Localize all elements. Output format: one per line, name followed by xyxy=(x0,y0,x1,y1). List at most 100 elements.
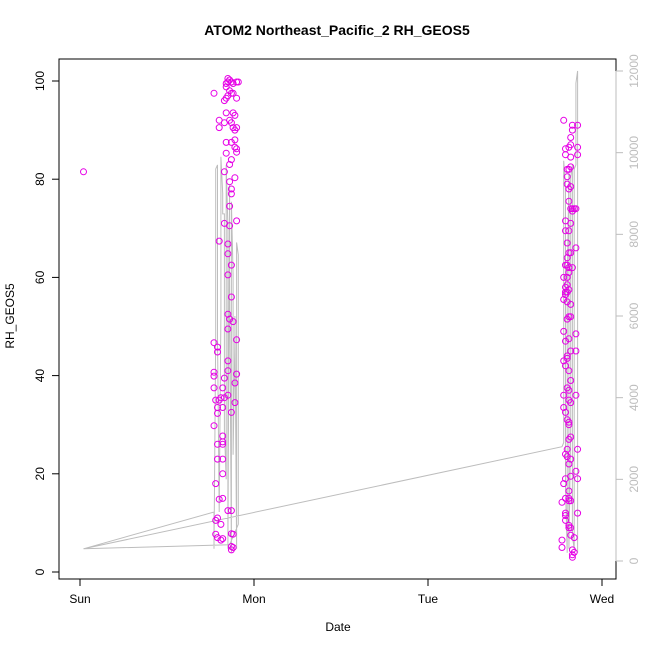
x-tick-label-0: Sun xyxy=(69,592,90,606)
data-point-154 xyxy=(565,227,573,235)
data-point-173 xyxy=(567,134,575,141)
data-point-34 xyxy=(219,384,227,392)
data-point-57 xyxy=(224,367,232,375)
data-point-186 xyxy=(567,433,575,441)
y2-tick-label-6: 12000 xyxy=(627,54,641,88)
data-point-29 xyxy=(219,455,227,463)
data-point-86 xyxy=(229,318,237,326)
x-tick-label-1: Mon xyxy=(242,592,265,606)
data-point-80 xyxy=(227,543,235,550)
data-point-211 xyxy=(574,151,582,159)
y-tick-label-3: 60 xyxy=(33,270,47,284)
data-point-193 xyxy=(568,126,576,134)
data-point-109 xyxy=(560,296,568,303)
data-point-5 xyxy=(210,384,218,392)
data-point-192 xyxy=(568,121,576,129)
data-point-144 xyxy=(563,352,571,360)
data-point-201 xyxy=(570,534,578,542)
data-point-130 xyxy=(562,509,569,517)
data-point-12 xyxy=(214,409,221,417)
data-point-209 xyxy=(574,121,582,129)
data-point-68 xyxy=(227,78,235,86)
data-point-53 xyxy=(224,271,232,279)
data-point-88 xyxy=(229,544,237,551)
data-point-202 xyxy=(570,548,578,556)
y-tick-label-4: 80 xyxy=(33,172,47,186)
data-point-205 xyxy=(572,330,580,338)
data-point-97 xyxy=(233,94,241,102)
data-point-145 xyxy=(563,354,571,362)
data-point-70 xyxy=(227,119,235,127)
data-point-48 xyxy=(224,75,232,82)
data-point-126 xyxy=(562,408,569,416)
data-point-91 xyxy=(231,136,239,144)
data-point-162 xyxy=(565,386,573,394)
y-tick-label-5: 100 xyxy=(33,71,47,91)
data-point-59 xyxy=(224,507,232,515)
plot-frame xyxy=(58,58,617,580)
data-point-185 xyxy=(567,399,575,407)
data-point-4 xyxy=(210,372,218,380)
data-point-2 xyxy=(210,339,218,347)
data-point-206 xyxy=(572,347,580,355)
data-point-95 xyxy=(231,399,239,407)
data-point-51 xyxy=(224,240,232,248)
y2-axis: 0 2000 4000 6000 8000 10000 12000 xyxy=(615,54,641,564)
y2-tick-label-5: 10000 xyxy=(627,136,641,170)
data-point-25 xyxy=(217,394,225,402)
data-point-23 xyxy=(215,495,223,503)
data-point-54 xyxy=(224,310,232,318)
data-point-10 xyxy=(212,530,220,538)
data-point-134 xyxy=(563,173,571,181)
data-point-117 xyxy=(558,544,566,551)
data-point-116 xyxy=(558,536,566,544)
data-point-161 xyxy=(565,367,573,375)
data-point-174 xyxy=(567,141,575,149)
x-tick-label-2: Tue xyxy=(418,592,439,606)
data-point-115 xyxy=(558,498,566,506)
data-point-89 xyxy=(231,111,239,119)
data-point-3 xyxy=(210,368,218,376)
data-point-52 xyxy=(224,250,232,258)
data-point-28 xyxy=(219,470,227,478)
y-tick-label-1: 20 xyxy=(33,467,47,481)
data-point-114 xyxy=(560,480,568,488)
x-axis: Sun Mon Tue Wed xyxy=(69,579,614,606)
data-point-208 xyxy=(572,467,580,475)
line-layer xyxy=(83,70,579,553)
y2-tick-label-4: 8000 xyxy=(627,221,641,248)
data-point-43 xyxy=(222,83,230,91)
data-point-196 xyxy=(568,264,576,272)
data-point-45 xyxy=(222,109,230,117)
data-point-58 xyxy=(224,391,232,399)
data-point-77 xyxy=(227,408,235,416)
data-point-60 xyxy=(226,76,234,84)
data-point-210 xyxy=(574,143,582,151)
data-point-112 xyxy=(560,391,568,399)
data-point-125 xyxy=(562,362,569,370)
data-point-73 xyxy=(227,185,235,193)
series-line xyxy=(83,70,579,553)
y-tick-label-2: 40 xyxy=(33,369,47,383)
data-point-181 xyxy=(567,300,575,308)
y-axis-label: RH_GEOS5 xyxy=(3,283,17,349)
data-point-136 xyxy=(563,239,571,247)
data-point-207 xyxy=(572,391,580,399)
data-point-191 xyxy=(567,531,575,539)
data-point-104 xyxy=(234,78,242,86)
data-point-157 xyxy=(565,269,573,276)
data-point-26 xyxy=(217,520,225,528)
data-point-27 xyxy=(219,494,227,502)
data-point-110 xyxy=(560,327,568,335)
data-point-40 xyxy=(220,374,228,382)
data-point-33 xyxy=(219,404,227,411)
data-point-158 xyxy=(565,286,573,294)
data-point-183 xyxy=(567,347,575,355)
data-point-103 xyxy=(233,370,241,378)
points-layer xyxy=(80,75,582,561)
data-point-102 xyxy=(233,336,241,344)
data-point-203 xyxy=(572,205,580,213)
data-point-21 xyxy=(215,237,223,245)
data-point-7 xyxy=(210,422,218,430)
